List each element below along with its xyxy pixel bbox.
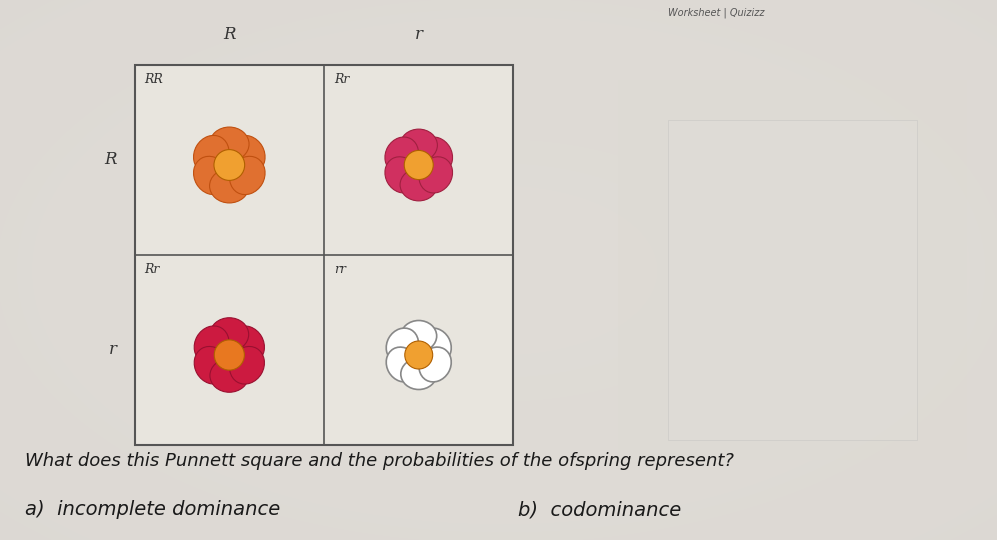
Text: R: R <box>223 26 235 43</box>
Text: Rr: Rr <box>145 263 160 276</box>
Text: r: r <box>109 341 117 359</box>
Ellipse shape <box>193 156 229 194</box>
Ellipse shape <box>400 168 438 201</box>
Circle shape <box>404 151 434 180</box>
Circle shape <box>214 340 244 370</box>
FancyBboxPatch shape <box>135 65 513 445</box>
FancyBboxPatch shape <box>618 80 967 460</box>
Ellipse shape <box>193 136 229 174</box>
Ellipse shape <box>210 359 248 392</box>
Ellipse shape <box>229 136 265 174</box>
Circle shape <box>405 341 433 369</box>
Ellipse shape <box>401 321 437 352</box>
Ellipse shape <box>401 359 437 389</box>
Ellipse shape <box>209 169 249 203</box>
Ellipse shape <box>229 156 265 194</box>
FancyBboxPatch shape <box>668 120 917 440</box>
Ellipse shape <box>194 326 229 363</box>
Ellipse shape <box>400 129 438 161</box>
Ellipse shape <box>386 328 419 363</box>
Ellipse shape <box>385 157 419 193</box>
Text: R: R <box>104 152 117 168</box>
Ellipse shape <box>419 328 452 363</box>
Text: rr: rr <box>334 263 346 276</box>
Text: Rr: Rr <box>334 73 349 86</box>
Ellipse shape <box>209 127 249 161</box>
Circle shape <box>214 150 244 180</box>
Ellipse shape <box>419 137 453 173</box>
Ellipse shape <box>419 347 452 382</box>
Text: Worksheet | Quizizz: Worksheet | Quizizz <box>668 7 765 17</box>
Text: r: r <box>415 26 423 43</box>
Ellipse shape <box>419 157 453 193</box>
Ellipse shape <box>229 326 264 363</box>
Ellipse shape <box>210 318 248 351</box>
Ellipse shape <box>385 137 419 173</box>
Ellipse shape <box>229 347 264 384</box>
Text: b)  codominance: b) codominance <box>518 500 682 519</box>
Text: a)  incomplete dominance: a) incomplete dominance <box>25 500 280 519</box>
Ellipse shape <box>194 347 229 384</box>
Text: RR: RR <box>145 73 164 86</box>
Ellipse shape <box>386 347 419 382</box>
Text: What does this Punnett square and the probabilities of the ofspring represent?: What does this Punnett square and the pr… <box>25 452 734 470</box>
